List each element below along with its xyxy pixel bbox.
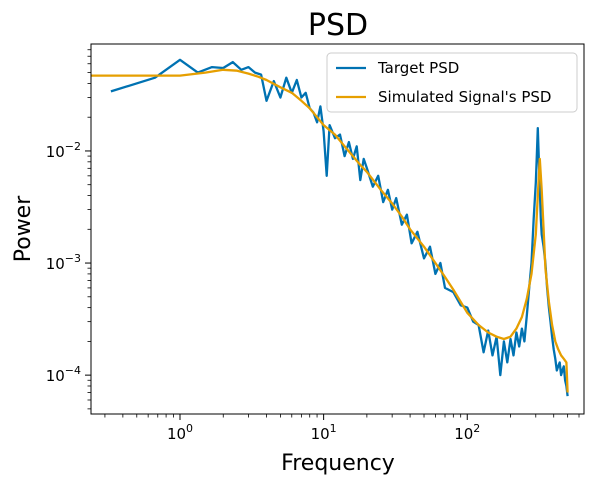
x-tick-label: 101 xyxy=(311,422,337,443)
legend-label-simulated-psd: Simulated Signal's PSD xyxy=(378,88,551,106)
y-axis-label: Power xyxy=(11,195,36,262)
y-tick-label: 10−4 xyxy=(46,364,81,385)
plot-frame xyxy=(90,43,585,415)
y-axis-ticks: 10−4 10−3 10−2 xyxy=(46,140,91,385)
series-simulated-psd-line xyxy=(91,68,569,393)
legend-box xyxy=(326,52,578,113)
y-tick-label: 10−2 xyxy=(46,140,81,161)
y-tick-label: 10−3 xyxy=(46,252,81,273)
x-axis-label: Frequency xyxy=(281,451,395,476)
minor-ticks xyxy=(87,49,580,418)
legend-label-target-psd: Target PSD xyxy=(377,59,459,77)
x-tick-label: 102 xyxy=(454,422,480,443)
legend: Target PSD Simulated Signal's PSD xyxy=(326,52,578,113)
chart-title: PSD xyxy=(308,8,368,43)
x-axis-ticks: 100 101 102 xyxy=(167,414,480,443)
x-tick-label: 100 xyxy=(167,422,193,443)
